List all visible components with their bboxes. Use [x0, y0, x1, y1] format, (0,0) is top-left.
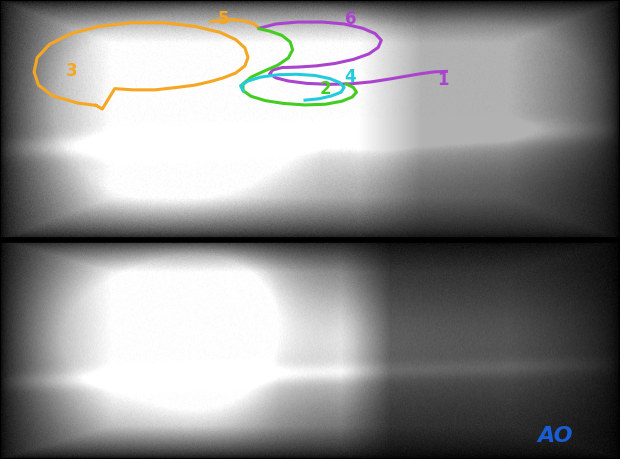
Text: 3: 3 — [66, 62, 77, 80]
Text: AO: AO — [537, 426, 573, 446]
Text: 5: 5 — [218, 10, 229, 28]
Text: 2: 2 — [320, 80, 331, 98]
Text: 6: 6 — [345, 10, 356, 28]
Text: 1: 1 — [438, 71, 449, 89]
Text: 4: 4 — [345, 67, 356, 86]
